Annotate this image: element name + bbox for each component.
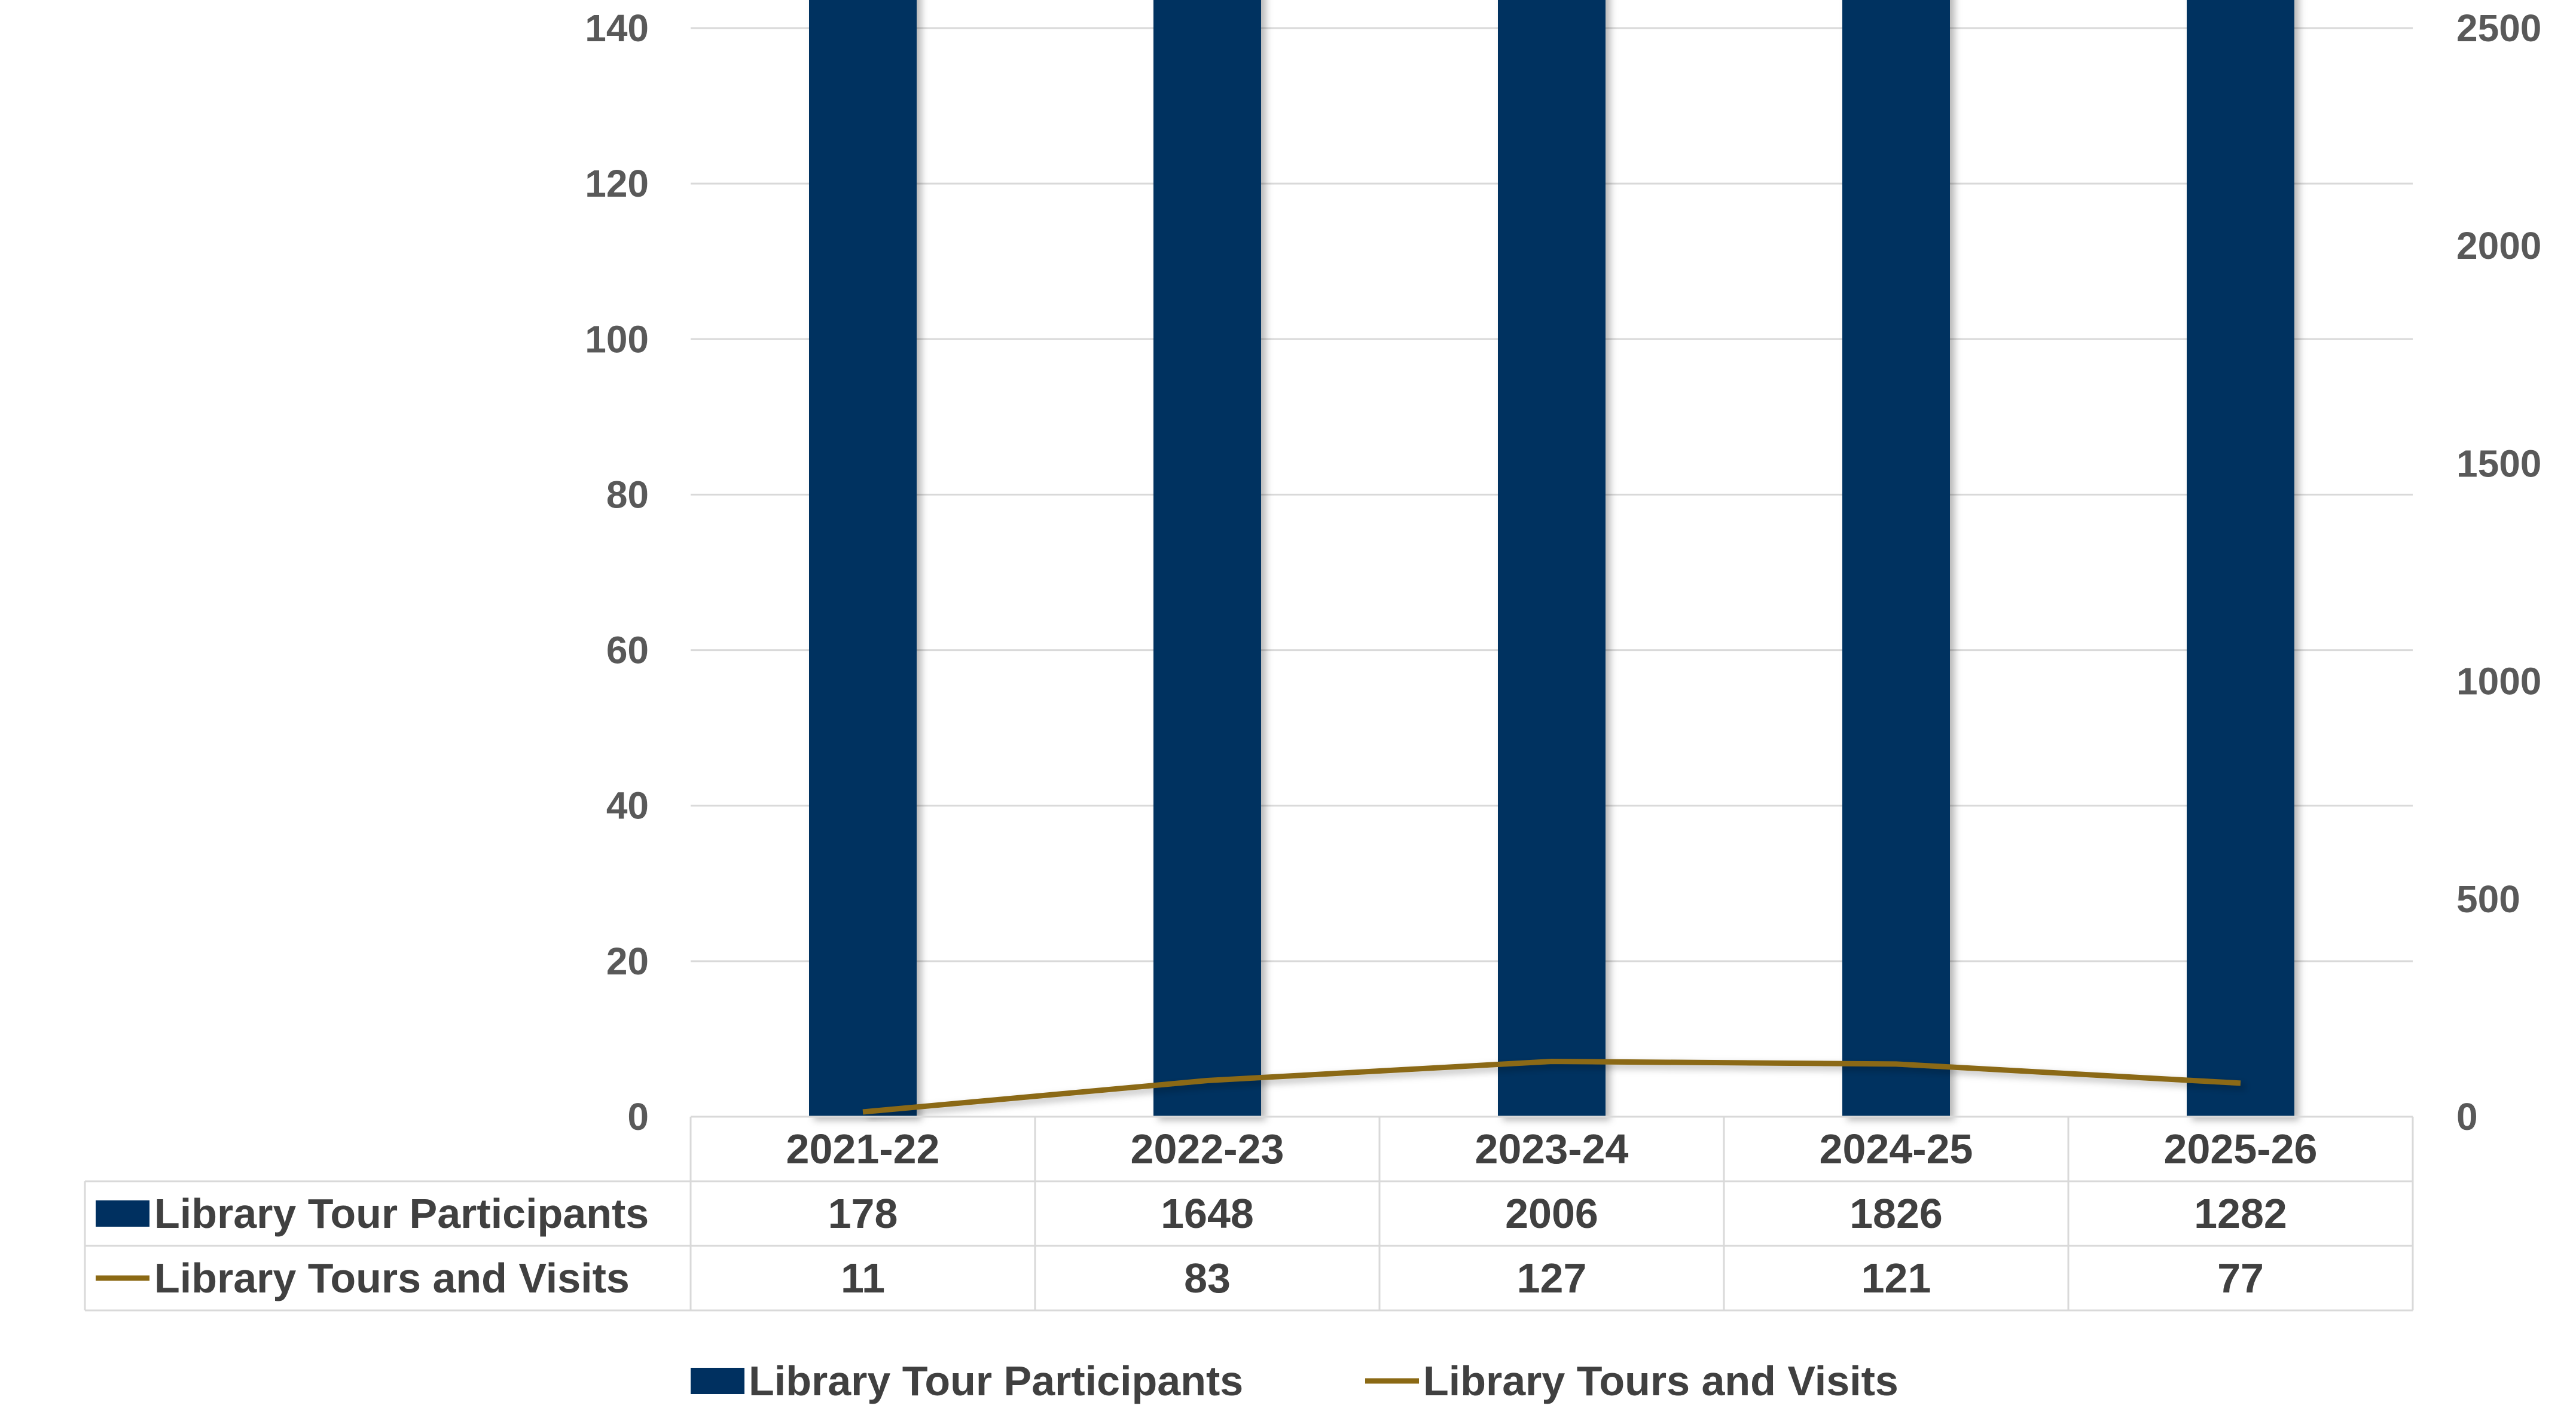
left-tick-label: 120	[585, 162, 649, 205]
data-table: 2021-22 2022-23 2023-24 2024-25 2025-26 Libra…	[84, 1116, 2414, 1312]
category-label: 2022-23	[1131, 1126, 1284, 1172]
bar	[1842, 0, 1950, 1117]
right-tick-label: 2000	[2456, 224, 2541, 267]
table-value: 11	[841, 1255, 885, 1301]
legend-label: Library Tour Participants	[749, 1358, 1243, 1404]
table-value: 127	[1517, 1255, 1587, 1301]
bar	[809, 0, 917, 1117]
left-tick-label: 0	[627, 1095, 649, 1138]
table-legend-key	[96, 1200, 149, 1227]
bar	[1153, 0, 1261, 1117]
legend-label: Library Tours and Visits	[1423, 1358, 1899, 1404]
legend-key-bars	[691, 1368, 744, 1394]
category-label: 2023-24	[1475, 1126, 1629, 1172]
table-value: 178	[828, 1190, 898, 1237]
category-label: 2024-25	[1820, 1126, 1973, 1172]
left-axis: 0 20 40 60 80 100 120 140	[585, 7, 649, 1138]
table-value: 1282	[2194, 1190, 2287, 1237]
table-value: 2006	[1505, 1190, 1598, 1237]
left-tick-label: 40	[606, 784, 649, 827]
right-tick-label: 2500	[2456, 7, 2541, 50]
right-tick-label: 1000	[2456, 660, 2541, 703]
bar-series	[809, 0, 2294, 1117]
left-tick-label: 140	[585, 7, 649, 50]
right-tick-label: 1500	[2456, 442, 2541, 485]
table-value: 1648	[1161, 1190, 1254, 1237]
right-tick-label: 0	[2456, 1095, 2478, 1138]
right-axis: 0 500 1000 1500 2000 2500	[2456, 7, 2541, 1138]
series-line	[862, 1058, 2241, 1115]
table-value: 121	[1861, 1255, 1931, 1301]
left-tick-label: 60	[606, 629, 649, 672]
line-series	[862, 1058, 2241, 1115]
left-tick-label: 80	[606, 473, 649, 516]
bar	[1498, 0, 1606, 1117]
category-label: 2025-26	[2164, 1126, 2318, 1172]
bar	[2187, 0, 2294, 1117]
right-tick-label: 500	[2456, 878, 2520, 921]
table-value: 1826	[1849, 1190, 1943, 1237]
category-label: 2021-22	[786, 1126, 940, 1172]
left-tick-label: 20	[606, 940, 649, 983]
table-value: 77	[2217, 1255, 2264, 1301]
table-row-label: Library Tour Participants	[154, 1190, 649, 1237]
left-tick-label: 100	[585, 317, 649, 360]
table-value: 83	[1184, 1255, 1231, 1301]
table-row-label: Library Tours and Visits	[154, 1255, 630, 1301]
legend: Library Tour Participants Library Tours a…	[691, 1358, 1899, 1404]
